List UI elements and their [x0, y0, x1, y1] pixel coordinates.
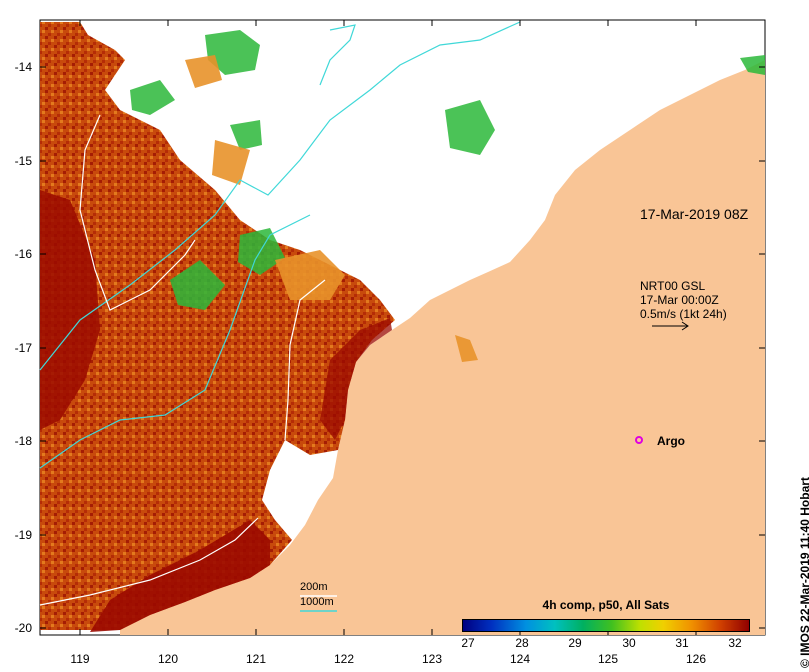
- current-time: 17-Mar 00:00Z: [640, 293, 719, 307]
- argo-label: Argo: [657, 434, 685, 448]
- x-label-122: 122: [333, 652, 355, 666]
- sst-hot-west: [40, 190, 100, 430]
- sst-mid-patches: [185, 55, 478, 362]
- axis-ticks: [40, 20, 765, 635]
- colorbar-tick-30: 30: [622, 636, 636, 650]
- y-label-14: -14: [14, 60, 32, 74]
- colorbar-tick-29: 29: [568, 636, 582, 650]
- y-label-18: -18: [14, 434, 32, 448]
- contour-legend-1000m: 1000m: [300, 596, 334, 608]
- x-label-126: 126: [685, 652, 707, 666]
- sst-field: [40, 22, 395, 630]
- colorbar-tick-31: 31: [675, 636, 689, 650]
- colorbar-tick-28: 28: [515, 636, 529, 650]
- current-scale: 0.5m/s (1kt 24h): [640, 307, 727, 321]
- y-label-16: -16: [14, 247, 32, 261]
- x-label-120: 120: [157, 652, 179, 666]
- colorbar-title: 4h comp, p50, All Sats: [542, 598, 670, 612]
- colorbar-tick-27: 27: [461, 636, 475, 650]
- x-label-119: 119: [70, 652, 90, 666]
- y-label-15: -15: [14, 154, 32, 168]
- y-label-20: -20: [14, 621, 32, 635]
- y-label-17: -17: [14, 341, 32, 355]
- bathymetry-contours: [39, 21, 521, 606]
- sst-cool-patches: [130, 30, 765, 310]
- x-label-121: 121: [245, 652, 267, 666]
- current-source: NRT00 GSL: [640, 279, 706, 293]
- x-label-124: 124: [509, 652, 531, 666]
- colorbar-tick-32: 32: [728, 636, 742, 650]
- x-label-125: 125: [597, 652, 619, 666]
- land: [120, 60, 765, 635]
- sst-hot-coast: [320, 318, 392, 440]
- x-label-123: 123: [421, 652, 443, 666]
- sst-colorbar: [462, 619, 750, 632]
- contour-legend-200m: 200m: [300, 581, 328, 593]
- y-label-19: -19: [14, 528, 32, 542]
- imos-credit: © IMOS 22-Mar-2019 11:40 Hobart: [798, 477, 809, 668]
- sst-hot-south: [90, 520, 270, 632]
- current-scale-arrow: [652, 321, 689, 331]
- map-timestamp: 17-Mar-2019 08Z: [640, 206, 749, 222]
- argo-float-icon: [635, 436, 643, 444]
